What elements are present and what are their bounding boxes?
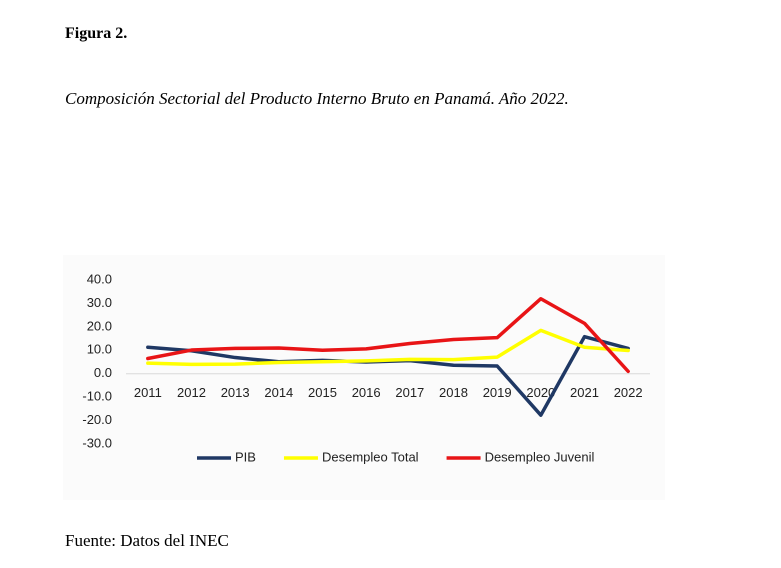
y-tick-label: 40.0 bbox=[87, 271, 112, 286]
x-tick-label: 2015 bbox=[308, 385, 337, 400]
x-tick-label: 2018 bbox=[439, 385, 468, 400]
x-tick-label: 2022 bbox=[614, 385, 643, 400]
source: Fuente: Datos del INEC bbox=[65, 531, 229, 550]
series-line bbox=[146, 328, 630, 367]
legend-label: Desempleo Total bbox=[322, 449, 419, 464]
x-tick-label: 2019 bbox=[483, 385, 512, 400]
legend-label: Desempleo Juvenil bbox=[485, 449, 595, 464]
x-tick-label: 2011 bbox=[134, 385, 162, 400]
x-tick-label: 2013 bbox=[221, 385, 250, 400]
x-tick-label: 2021 bbox=[570, 385, 599, 400]
y-tick-label: 30.0 bbox=[87, 295, 112, 310]
chart-area bbox=[63, 255, 665, 500]
x-tick-label: 2014 bbox=[264, 385, 293, 400]
y-tick-label: 20.0 bbox=[87, 318, 112, 333]
y-tick-label: -20.0 bbox=[82, 412, 112, 427]
y-tick-label: 0.0 bbox=[94, 365, 112, 380]
y-tick-label: -10.0 bbox=[82, 389, 112, 404]
chart: -30.0 -20.0 -10.0 0.0 10.0 20.0 30.0 40.0 2011 20… bbox=[63, 255, 665, 500]
caption: Composición Sectorial del Producto Inter… bbox=[65, 89, 569, 108]
x-tick-label: 2017 bbox=[395, 385, 424, 400]
y-tick-label: 10.0 bbox=[87, 342, 112, 357]
x-tick-label: 2020 bbox=[526, 385, 555, 400]
x-tick-label: 2016 bbox=[352, 385, 381, 400]
legend-label: PIB bbox=[235, 449, 256, 464]
figure-label: Figura 2. bbox=[65, 25, 128, 42]
x-tick-label: 2012 bbox=[177, 385, 206, 400]
series-line bbox=[146, 296, 630, 374]
y-tick-label: -30.0 bbox=[82, 435, 112, 450]
